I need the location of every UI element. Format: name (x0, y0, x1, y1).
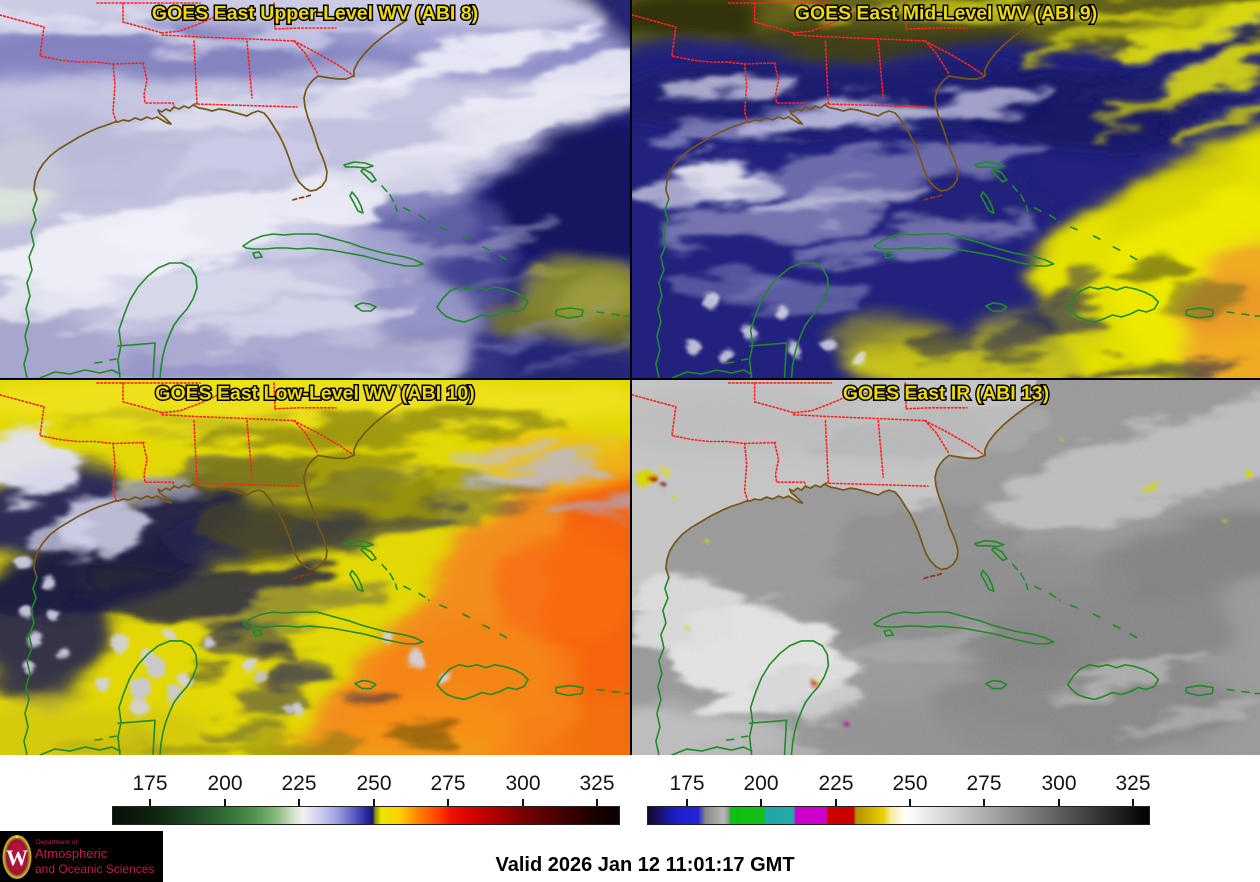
svg-text:and Oceanic Sciences: and Oceanic Sciences (35, 862, 154, 876)
svg-text:Atmospheric: Atmospheric (35, 846, 108, 861)
svg-text:GOES East IR (ABI 13): GOES East IR (ABI 13) (843, 382, 1049, 404)
svg-text:GOES East Mid-Level WV (ABI 9): GOES East Mid-Level WV (ABI 9) (795, 2, 1097, 24)
svg-text:W: W (6, 845, 28, 870)
svg-text:GOES East Upper-Level WV (ABI: GOES East Upper-Level WV (ABI 8) (152, 3, 478, 25)
svg-text:GOES East Low-Level WV (ABI 10: GOES East Low-Level WV (ABI 10) (155, 382, 474, 404)
svg-text:Department of: Department of (36, 839, 77, 846)
